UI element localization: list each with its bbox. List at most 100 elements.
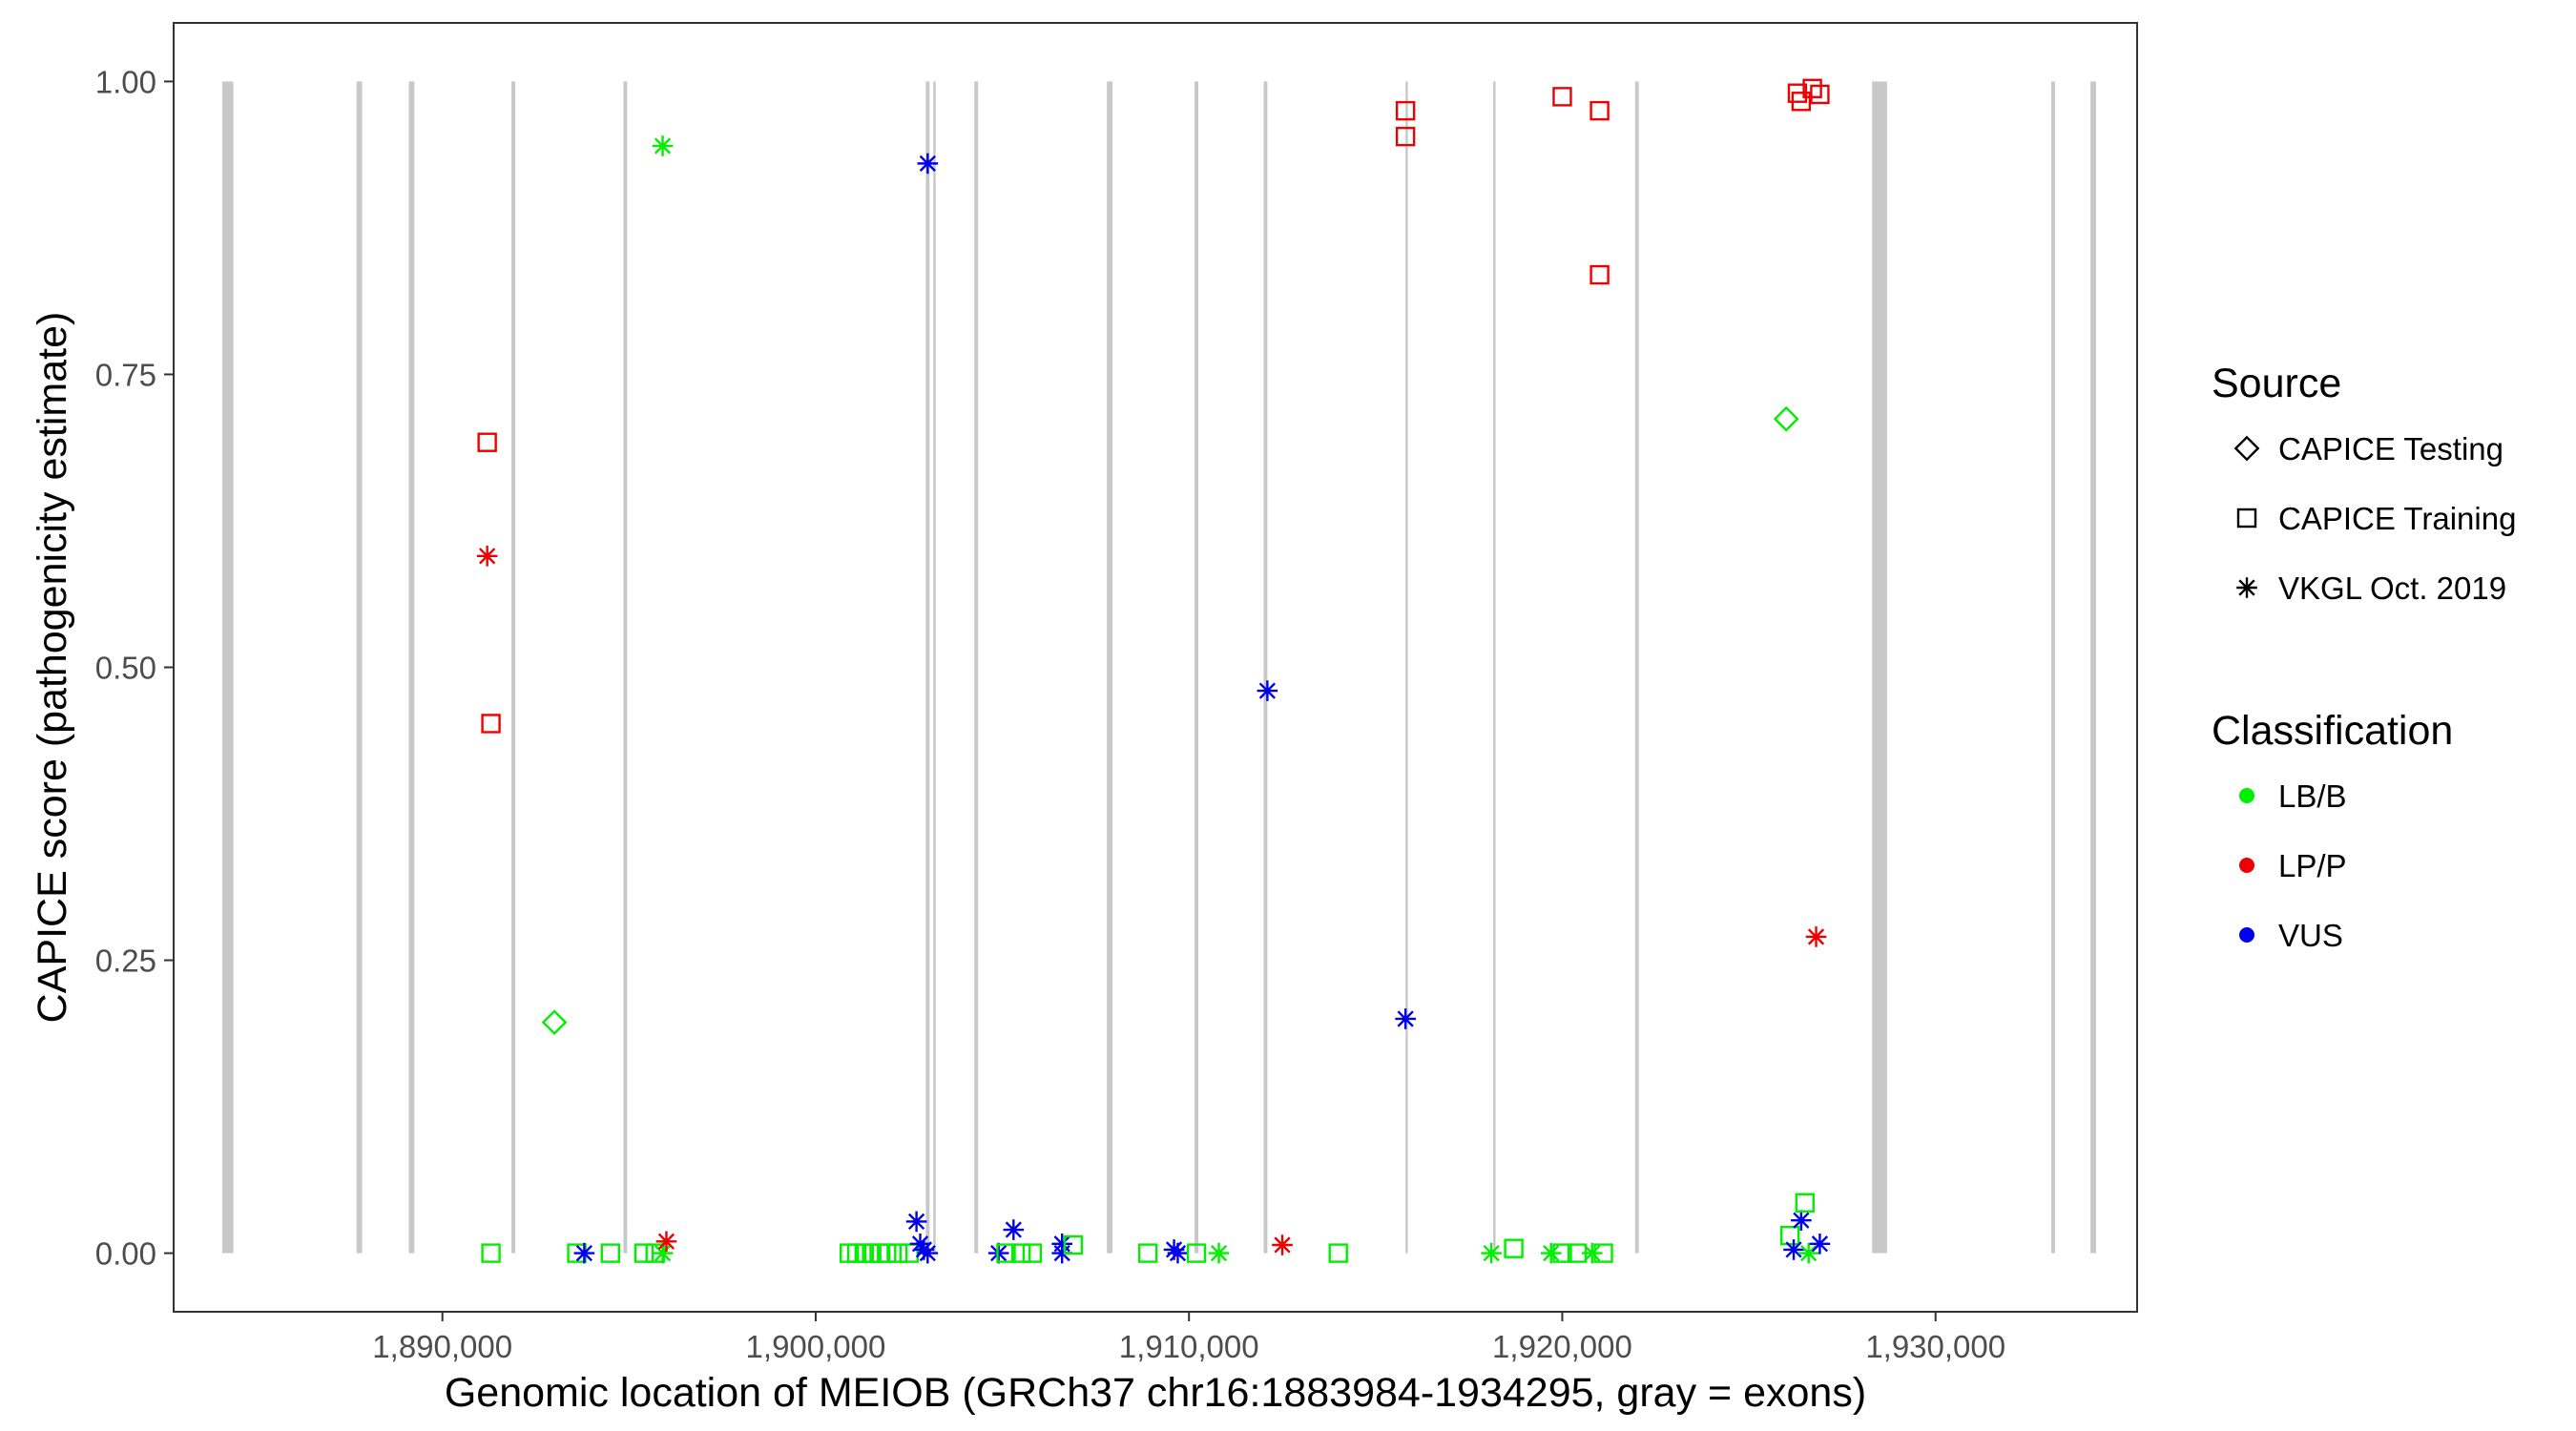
data-point — [1328, 1243, 1348, 1263]
legend-source-title: Source — [2212, 361, 2341, 406]
exon-band — [1405, 81, 1408, 1254]
asterisk-marker-shape — [2236, 577, 2257, 598]
y-tick-label: 1.00 — [95, 64, 156, 99]
data-point — [909, 1233, 931, 1255]
square-marker-shape — [1504, 1238, 1524, 1258]
asterisk-marker-shape — [1272, 1234, 1293, 1255]
asterisk-marker-shape — [1540, 1242, 1562, 1264]
legend: Source CAPICE Testing CAPICE Training VKGL … — [2212, 361, 2516, 953]
data-point — [1208, 1242, 1230, 1264]
square-marker-shape — [1010, 1243, 1031, 1263]
data-point — [1791, 1210, 1812, 1231]
data-point — [1395, 100, 1416, 121]
legend-classification-label: LP/P — [2278, 848, 2347, 883]
legend-classification-label: VUS — [2278, 918, 2343, 953]
square-marker-shape — [887, 1243, 908, 1263]
asterisk-marker-shape — [1167, 1242, 1189, 1264]
x-tick-label: 1,930,000 — [1865, 1329, 2005, 1364]
legend-source-label: CAPICE Training — [2278, 501, 2516, 536]
data-point — [1589, 100, 1610, 121]
legend-source-label: VKGL Oct. 2019 — [2278, 570, 2506, 606]
asterisk-marker-shape — [573, 1242, 595, 1264]
exon-band — [1195, 81, 1198, 1254]
square-marker-shape — [996, 1243, 1016, 1263]
asterisk-marker-shape — [1805, 926, 1827, 947]
data-point — [1795, 1192, 1815, 1213]
square-marker-shape — [1395, 100, 1416, 121]
data-point — [1272, 1234, 1293, 1255]
legend-classification-key — [2239, 788, 2254, 803]
data-point — [652, 1242, 674, 1264]
legend-classification-label: LB/B — [2278, 778, 2347, 814]
exon-band — [2090, 81, 2096, 1254]
asterisk-marker-shape — [1481, 1242, 1502, 1264]
square-marker-shape — [634, 1243, 654, 1263]
data-point — [1051, 1242, 1072, 1264]
asterisk-marker-shape — [905, 1211, 927, 1233]
data-point — [655, 1231, 677, 1253]
data-point — [1810, 84, 1830, 105]
data-point — [1137, 1243, 1158, 1263]
x-tick-label: 1,910,000 — [1119, 1329, 1259, 1364]
data-point — [1779, 1225, 1800, 1246]
asterisk-marker-shape — [1783, 1239, 1804, 1260]
square-marker-shape — [1395, 126, 1416, 147]
square-marker-shape — [899, 1243, 919, 1263]
y-axis: 0.00 0.25 0.50 0.75 1.00 — [95, 64, 174, 1272]
exon-band — [1107, 81, 1113, 1254]
asterisk-marker-shape — [917, 1242, 939, 1264]
data-point — [1581, 1242, 1603, 1264]
data-point — [917, 153, 939, 175]
data-point — [1504, 1238, 1524, 1258]
square-marker-shape — [1791, 92, 1812, 112]
square-marker-shape — [1589, 264, 1610, 285]
data-point — [1003, 1219, 1025, 1240]
square-marker-shape — [1137, 1243, 1158, 1263]
square-marker-shape — [1328, 1243, 1348, 1263]
exon-band — [356, 81, 363, 1254]
data-point — [476, 546, 498, 567]
data-point — [1589, 264, 1610, 285]
y-tick-label: 0.75 — [95, 357, 156, 392]
data-point — [600, 1243, 620, 1263]
square-marker-shape — [600, 1243, 620, 1263]
x-tick-label: 1,890,000 — [372, 1329, 512, 1364]
diamond-marker-shape — [1773, 405, 1799, 432]
data-point — [1773, 405, 1799, 432]
legend-classification-key — [2239, 858, 2254, 873]
asterisk-marker-shape — [917, 153, 939, 175]
exon-band — [1634, 81, 1639, 1254]
data-point — [541, 1009, 568, 1036]
asterisk-marker-shape — [1208, 1242, 1230, 1264]
asterisk-marker-shape — [1395, 1008, 1416, 1029]
asterisk-marker-shape — [1003, 1219, 1025, 1240]
legend-source-label: CAPICE Testing — [2278, 431, 2503, 467]
square-marker-shape — [481, 1243, 501, 1263]
data-point — [1010, 1243, 1031, 1263]
data-point — [1809, 1233, 1831, 1255]
square-marker-shape — [481, 714, 501, 734]
x-tick-label: 1,900,000 — [746, 1329, 886, 1364]
exon-band — [1872, 81, 1887, 1254]
square-marker-shape — [877, 1243, 897, 1263]
diamond-marker-shape — [541, 1009, 568, 1036]
data-point — [1022, 1243, 1043, 1263]
exon-band — [1263, 81, 1268, 1254]
diamond-marker-shape — [2233, 435, 2260, 462]
square-marker-shape — [1593, 1243, 1613, 1263]
asterisk-marker-shape — [652, 1242, 674, 1264]
data-point — [1257, 680, 1278, 701]
exon-band — [925, 81, 930, 1254]
y-tick-label: 0.50 — [95, 651, 156, 686]
y-tick-label: 0.25 — [95, 944, 156, 979]
plot-panel-border — [173, 22, 2138, 1313]
y-axis-label: CAPICE score (pathogenicity estimate) — [30, 312, 75, 1024]
square-marker-shape — [1022, 1243, 1043, 1263]
square-marker-shape — [1552, 87, 1572, 107]
legend-source-key — [2236, 577, 2257, 598]
data-point — [1395, 126, 1416, 147]
data-points — [476, 78, 1831, 1264]
x-axis-label: Genomic location of MEIOB (GRCh37 chr16:… — [445, 1370, 1866, 1416]
square-marker-shape — [1186, 1243, 1207, 1263]
data-point — [887, 1243, 908, 1263]
